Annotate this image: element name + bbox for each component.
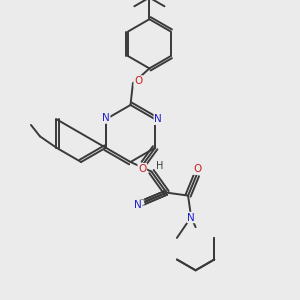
Text: O: O xyxy=(193,164,201,174)
Text: N: N xyxy=(134,200,142,210)
Text: O: O xyxy=(134,76,142,86)
Text: H: H xyxy=(156,160,164,171)
Text: C: C xyxy=(135,199,142,209)
Text: N: N xyxy=(154,114,162,124)
Text: C: C xyxy=(137,199,143,208)
Text: N: N xyxy=(102,113,110,123)
Text: O: O xyxy=(138,164,146,174)
Text: N: N xyxy=(187,212,195,223)
